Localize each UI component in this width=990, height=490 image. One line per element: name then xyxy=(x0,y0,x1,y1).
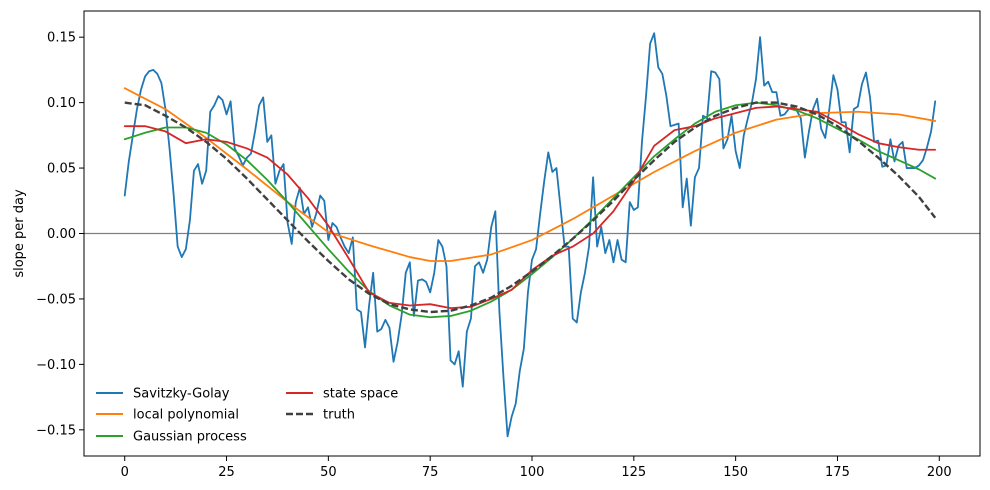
y-tick-label: −0.10 xyxy=(36,358,76,373)
series-line-gaussian-process xyxy=(123,101,937,319)
legend: Savitzky-Golay local polynomial Gaussian p… xyxy=(96,387,398,445)
x-tick-label: 200 xyxy=(927,465,952,480)
series-line-truth xyxy=(124,101,937,314)
x-tick-label: 125 xyxy=(621,465,646,480)
y-tick-label: 0.00 xyxy=(47,227,76,242)
x-tick-label: 75 xyxy=(422,465,439,480)
x-tick-label: 50 xyxy=(320,465,337,480)
legend-label: state space xyxy=(323,387,398,402)
x-tick-label: 0 xyxy=(121,465,129,480)
legend-label: Gaussian process xyxy=(133,430,247,445)
y-tick-label: −0.15 xyxy=(36,423,76,438)
x-tick-label: 100 xyxy=(520,465,545,480)
legend-label: local polynomial xyxy=(133,408,239,423)
y-tick-label: 0.15 xyxy=(47,31,76,46)
y-axis: −0.15 −0.10 −0.05 0.00 0.05 0.10 0.15 xyxy=(36,31,84,438)
x-tick-label: 150 xyxy=(723,465,748,480)
series-line-local-polynomial xyxy=(123,87,937,262)
y-tick-label: −0.05 xyxy=(36,292,76,307)
legend-label: truth xyxy=(323,408,355,423)
x-tick-label: 175 xyxy=(825,465,850,480)
y-tick-label: 0.10 xyxy=(47,96,76,111)
x-tick-label: 25 xyxy=(218,465,235,480)
y-axis-label: slope per day xyxy=(12,189,27,278)
y-tick-label: 0.05 xyxy=(47,162,76,177)
x-axis: 0 25 50 75 100 125 150 175 200 xyxy=(121,456,952,480)
legend-label: Savitzky-Golay xyxy=(133,387,230,402)
